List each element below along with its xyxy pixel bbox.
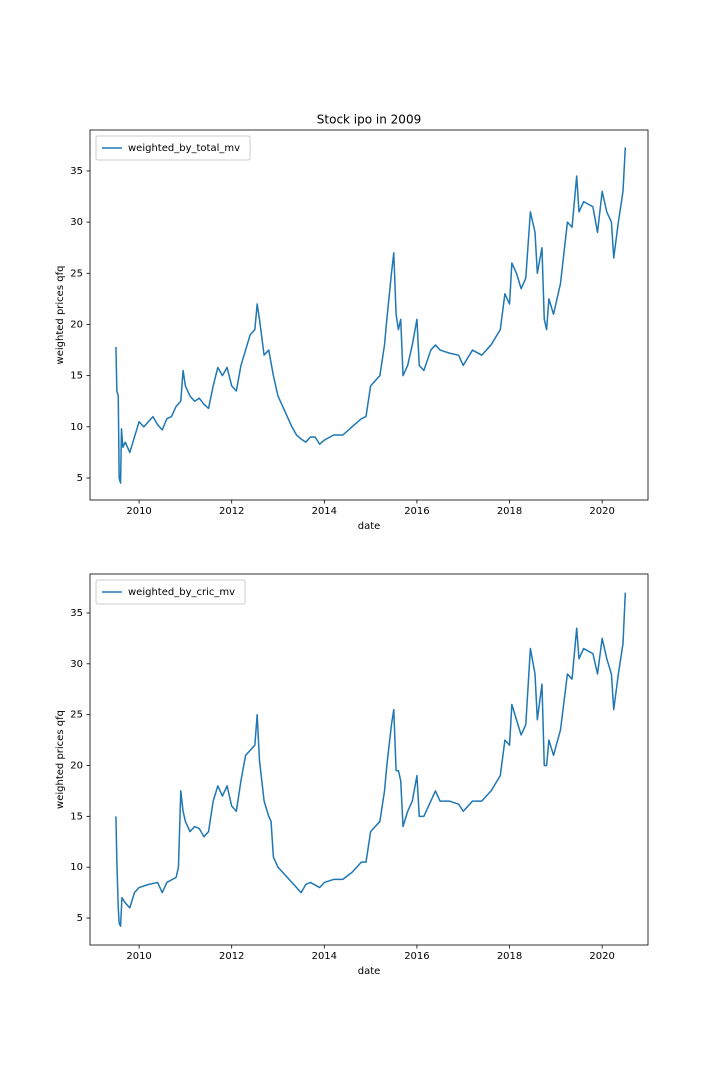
plot-frame bbox=[89, 129, 649, 501]
y-tick-label: 35 bbox=[70, 608, 83, 619]
legend: weighted_by_cric_mv bbox=[95, 579, 246, 605]
x-tick-label: 2018 bbox=[497, 506, 522, 517]
y-tick-label: 25 bbox=[70, 710, 83, 721]
x-axis-label: date bbox=[358, 966, 381, 977]
y-tick-label: 20 bbox=[70, 319, 83, 330]
y-tick-label: 10 bbox=[70, 862, 83, 873]
x-tick-label: 2010 bbox=[126, 951, 151, 962]
legend-box bbox=[95, 579, 246, 605]
line-series bbox=[115, 592, 627, 927]
x-tick-label: 2012 bbox=[219, 506, 244, 517]
y-axis-label: weighted prices qfq bbox=[55, 710, 66, 809]
x-tick-label: 2010 bbox=[126, 506, 151, 517]
y-tick-label: 35 bbox=[70, 166, 83, 177]
legend-box bbox=[95, 135, 251, 161]
y-tick-label: 15 bbox=[70, 371, 83, 382]
legend-label: weighted_by_cric_mv bbox=[128, 587, 235, 598]
y-tick-label: 15 bbox=[70, 811, 83, 822]
x-tick-label: 2018 bbox=[497, 951, 522, 962]
legend: weighted_by_total_mv bbox=[95, 135, 251, 161]
x-axis-label: date bbox=[358, 521, 381, 532]
y-tick-label: 30 bbox=[70, 217, 83, 228]
x-tick-label: 2020 bbox=[589, 951, 614, 962]
x-tick-label: 2016 bbox=[404, 951, 429, 962]
y-tick-label: 30 bbox=[70, 659, 83, 670]
x-tick-label: 2014 bbox=[312, 506, 337, 517]
y-tick-label: 10 bbox=[70, 422, 83, 433]
line-series bbox=[115, 147, 627, 484]
x-tick-label: 2012 bbox=[219, 951, 244, 962]
chart-title: Stock ipo in 2009 bbox=[317, 113, 421, 127]
y-tick-label: 5 bbox=[77, 473, 83, 484]
plot-frame bbox=[89, 573, 649, 946]
legend-label: weighted_by_total_mv bbox=[128, 143, 240, 154]
y-tick-label: 20 bbox=[70, 761, 83, 772]
x-tick-label: 2016 bbox=[404, 506, 429, 517]
x-tick-label: 2014 bbox=[312, 951, 337, 962]
y-tick-label: 5 bbox=[77, 913, 83, 924]
y-tick-label: 25 bbox=[70, 268, 83, 279]
y-axis-label: weighted prices qfq bbox=[55, 266, 66, 365]
x-tick-label: 2020 bbox=[589, 506, 614, 517]
